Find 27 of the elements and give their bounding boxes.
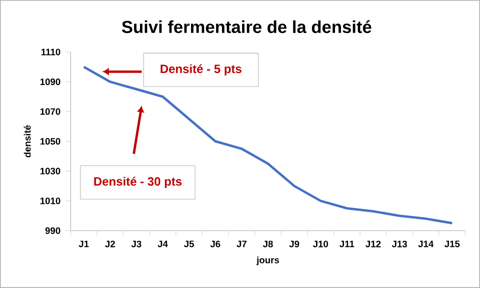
x-tick-label: J4 — [158, 240, 168, 248]
x-tick-label: J5 — [184, 240, 194, 248]
y-tick-label: 1070 — [40, 108, 60, 115]
y-axis-title: densité — [24, 125, 31, 158]
x-tick-label: J12 — [366, 240, 381, 248]
x-tick-label: J10 — [312, 240, 328, 248]
annotation: Densité - 5 pts — [160, 64, 242, 76]
y-tick-label: 990 — [45, 227, 60, 234]
x-tick-label: J9 — [289, 240, 300, 248]
x-tick-label: J3 — [131, 240, 142, 248]
x-tick-label: J11 — [340, 240, 354, 248]
x-tick-label: J7 — [236, 240, 246, 248]
y-tick-label: 1050 — [40, 138, 60, 145]
x-tick-label: J13 — [392, 240, 407, 248]
y-tick-label: 1030 — [40, 168, 60, 174]
x-tick-label: J6 — [210, 240, 220, 248]
y-tick-label: 1090 — [40, 78, 60, 86]
y-tick-label: 1010 — [40, 198, 60, 204]
x-tick-label: J8 — [262, 240, 273, 248]
x-tick-label: J2 — [105, 240, 115, 248]
x-tick-label: J1 — [78, 240, 89, 248]
x-tick-label: J14 — [418, 240, 434, 248]
x-tick-label: J15 — [444, 240, 460, 248]
x-axis-title: jours — [256, 256, 280, 266]
annotation: Densité - 30 pts — [94, 176, 182, 188]
chart-title: Suivi fermentaire de la densité — [122, 20, 372, 34]
y-tick-label: 1110 — [41, 48, 60, 56]
